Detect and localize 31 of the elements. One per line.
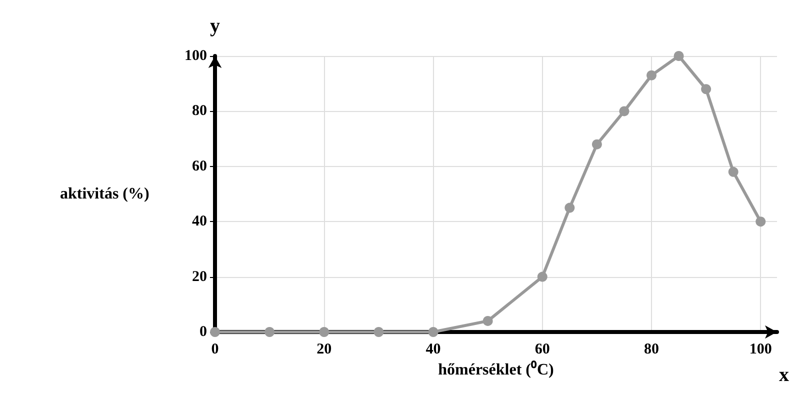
point bbox=[264, 327, 275, 337]
point bbox=[592, 139, 602, 150]
x-tick-label: 80 bbox=[644, 342, 660, 358]
y-axis-title: aktivitás (%) bbox=[60, 186, 150, 202]
y-tick-label: 0 bbox=[200, 324, 207, 340]
point bbox=[428, 327, 438, 337]
point bbox=[646, 70, 657, 80]
x-tick-label: 20 bbox=[316, 342, 332, 358]
text: x bbox=[779, 364, 789, 386]
point bbox=[619, 106, 630, 116]
point bbox=[564, 202, 575, 213]
point bbox=[756, 216, 766, 227]
y-tick-label: 40 bbox=[192, 214, 207, 230]
x-axis-title: hőmérséklet (⁰C) bbox=[438, 360, 554, 378]
point bbox=[674, 51, 684, 61]
point bbox=[728, 166, 738, 177]
y-tick-label: 20 bbox=[192, 268, 207, 285]
point bbox=[210, 327, 220, 337]
x-tick-label: 60 bbox=[534, 342, 550, 358]
x-tick-label: 0 bbox=[211, 342, 219, 358]
point bbox=[482, 316, 493, 326]
point bbox=[319, 327, 330, 337]
point bbox=[701, 84, 712, 94]
point bbox=[374, 327, 384, 337]
x-tick-label: 100 bbox=[749, 342, 772, 358]
y-tick-label: 100 bbox=[184, 48, 207, 64]
text: y bbox=[210, 15, 220, 37]
y-tick-label: 60 bbox=[192, 158, 207, 174]
point bbox=[537, 272, 548, 282]
y-tick-label: 80 bbox=[192, 103, 207, 120]
x-tick-label: 40 bbox=[426, 342, 441, 358]
